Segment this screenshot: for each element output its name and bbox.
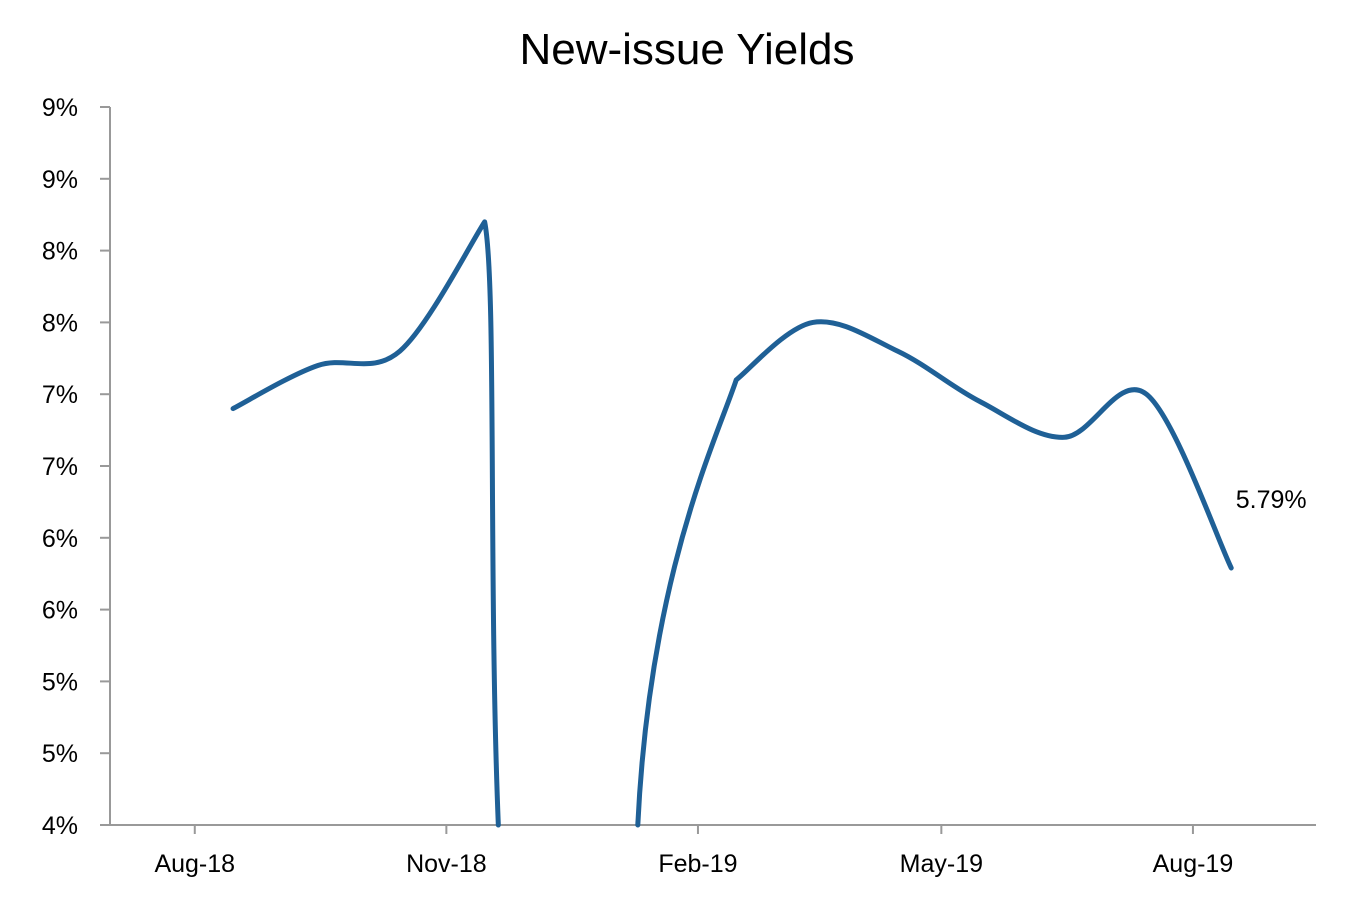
x-tick-label: Aug-19 <box>1153 850 1234 878</box>
chart-title: New-issue Yields <box>519 25 854 74</box>
y-tick-label: 9% <box>42 94 78 122</box>
y-tick-label: 8% <box>42 309 78 337</box>
y-tick-labels: 4% 5% 5% 6% 6% 7% 7% 8% 8% 9% 9% <box>42 94 78 840</box>
series-line <box>230 219 1234 828</box>
y-tick-label: 4% <box>42 812 78 840</box>
y-tick-label: 9% <box>42 166 78 194</box>
y-tick-label: 6% <box>42 597 78 625</box>
y-tick-label: 5% <box>42 740 78 768</box>
y-tick-label: 7% <box>42 381 78 409</box>
x-tick-label: Aug-18 <box>154 850 235 878</box>
y-tick-label: 8% <box>42 238 78 266</box>
end-value-label: 5.79% <box>1236 486 1307 514</box>
x-tick-label: May-19 <box>900 850 983 878</box>
x-tick-label: Nov-18 <box>406 850 487 878</box>
x-tick-label: Feb-19 <box>658 850 737 878</box>
y-tick-label: 6% <box>42 525 78 553</box>
y-tick-label: 5% <box>42 668 78 696</box>
axes <box>100 106 1316 834</box>
y-tick-label: 7% <box>42 453 78 481</box>
x-tick-labels: Aug-18 Nov-18 Feb-19 May-19 Aug-19 <box>154 850 1233 878</box>
